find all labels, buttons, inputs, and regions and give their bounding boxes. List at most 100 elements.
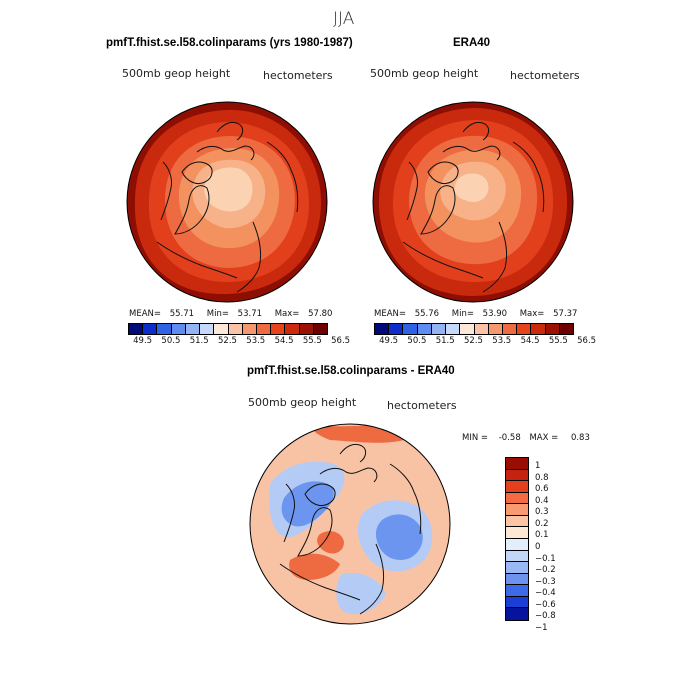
diff-colorbar-ticks: 1 0.8 0.6 0.4 0.3 0.2 0.1 0 −0.1 −0.2 −0.3 −0.4 −0.6… <box>535 457 575 633</box>
left-map-pole <box>204 167 253 212</box>
colorbar-swatch <box>417 324 432 334</box>
colorbar-tick-label: 53.5 <box>246 336 266 346</box>
colorbar-tick-label: −0.3 <box>535 576 556 587</box>
diff-max-value: 0.83 <box>570 433 590 443</box>
colorbar-swatch <box>460 324 475 334</box>
left-polar-map <box>126 101 328 303</box>
left-mean-label: MEAN= <box>129 309 161 319</box>
colorbar-tick-label: 50.5 <box>407 336 427 346</box>
diff-map-cold-east-core <box>375 514 423 561</box>
right-mean-label: MEAN= <box>374 309 406 319</box>
colorbar-tick-label: 0.4 <box>535 495 549 506</box>
colorbar-swatch <box>313 324 328 334</box>
colorbar-swatch <box>506 573 528 586</box>
colorbar-swatch <box>506 458 528 470</box>
diff-polar-map <box>249 423 451 625</box>
colorbar-tick-label: 51.5 <box>189 336 209 346</box>
colorbar-swatch <box>185 324 201 334</box>
colorbar-tick-label: 52.5 <box>218 336 237 346</box>
colorbar-tick-label: 0.1 <box>535 530 549 541</box>
colorbar-tick-label: −0.1 <box>535 553 556 564</box>
colorbar-swatch <box>531 324 546 334</box>
diff-panel-title: pmfT.fhist.se.l58.colinparams - ERA40 <box>247 365 455 377</box>
colorbar-tick-label: 52.5 <box>464 336 483 346</box>
diff-map-warm-south <box>289 553 340 580</box>
colorbar-swatch <box>506 562 528 574</box>
colorbar-swatch <box>242 324 257 334</box>
left-max-label: Max= <box>274 309 300 319</box>
colorbar-swatch <box>506 608 528 620</box>
right-colorbar <box>374 323 574 335</box>
colorbar-swatch <box>506 504 528 516</box>
left-colorbar <box>128 323 328 335</box>
colorbar-swatch <box>506 527 528 539</box>
colorbar-tick-label: −0.8 <box>535 611 556 622</box>
colorbar-tick-label: 0.2 <box>535 518 549 529</box>
colorbar-swatch <box>157 324 172 334</box>
colorbar-swatch <box>446 324 461 334</box>
diff-coastlines <box>279 443 422 615</box>
colorbar-swatch <box>506 596 528 609</box>
colorbar-tick-label: 54.5 <box>520 336 540 346</box>
left-units-label: hectometers <box>263 69 333 82</box>
colorbar-tick-label: −0.4 <box>535 588 556 599</box>
colorbar-tick-label: 54.5 <box>274 336 294 346</box>
colorbar-swatch <box>517 324 532 334</box>
left-max-value: 57.80 <box>308 309 333 319</box>
colorbar-swatch <box>559 324 574 334</box>
colorbar-tick-label: 55.5 <box>548 336 568 346</box>
colorbar-tick-label: 1 <box>535 461 541 471</box>
colorbar-swatch <box>129 324 144 334</box>
right-units-label: hectometers <box>510 69 580 82</box>
diff-stats: MIN = -0.58 MAX = 0.83 <box>462 433 590 443</box>
colorbar-swatch <box>506 469 528 482</box>
colorbar-swatch <box>506 515 528 528</box>
colorbar-swatch <box>171 324 186 334</box>
diff-min-value: -0.58 <box>498 433 521 443</box>
right-max-label: Max= <box>519 309 545 319</box>
colorbar-tick-label: −0.6 <box>535 599 556 610</box>
colorbar-swatch <box>285 324 300 334</box>
diff-min-label: MIN = <box>462 433 489 443</box>
right-field-label: 500mb geop height <box>370 67 479 80</box>
right-map-pole <box>454 173 489 202</box>
colorbar-tick-label: 51.5 <box>435 336 455 346</box>
diff-colorbar <box>505 457 529 621</box>
diff-map-warm-greenland <box>317 531 344 554</box>
diff-units-label: hectometers <box>387 399 457 412</box>
colorbar-swatch <box>488 324 503 334</box>
colorbar-swatch <box>143 324 158 334</box>
diff-map-cold-west-core <box>281 481 334 527</box>
colorbar-tick-label: 56.5 <box>331 336 351 346</box>
colorbar-swatch <box>506 492 528 505</box>
diff-max-label: MAX = <box>529 433 559 443</box>
colorbar-swatch <box>502 324 518 334</box>
right-stats: MEAN= 55.76 Min= 53.90 Max= 57.37 <box>374 309 577 319</box>
left-min-label: Min= <box>206 309 229 319</box>
left-field-label: 500mb geop height <box>122 67 231 80</box>
colorbar-swatch <box>228 324 243 334</box>
diff-field-label: 500mb geop height <box>248 396 357 409</box>
left-min-value: 53.71 <box>237 309 263 319</box>
colorbar-tick-label: 56.5 <box>577 336 597 346</box>
colorbar-tick-label: 0 <box>535 541 541 552</box>
figure-title: JJA <box>333 9 355 29</box>
colorbar-swatch <box>506 481 528 493</box>
colorbar-swatch <box>431 324 447 334</box>
left-stats: MEAN= 55.71 Min= 53.71 Max= 57.80 <box>129 309 332 319</box>
colorbar-swatch <box>403 324 418 334</box>
colorbar-swatch <box>200 324 215 334</box>
colorbar-swatch <box>545 324 560 334</box>
left-colorbar-ticks: 49.5 50.5 51.5 52.5 53.5 54.5 55.5 56.5 <box>128 336 350 348</box>
left-panel-title: pmfT.fhist.se.l58.colinparams (yrs 1980-… <box>106 37 353 49</box>
colorbar-swatch <box>299 324 314 334</box>
colorbar-tick-label: −0.2 <box>535 565 556 576</box>
colorbar-swatch <box>506 550 528 563</box>
colorbar-tick-label: 49.5 <box>379 336 399 346</box>
colorbar-tick-label: 49.5 <box>133 336 153 346</box>
right-min-label: Min= <box>451 309 474 319</box>
right-max-value: 57.37 <box>553 309 578 319</box>
colorbar-tick-label: 53.5 <box>492 336 512 346</box>
colorbar-tick-label: 50.5 <box>161 336 181 346</box>
right-mean-value: 55.76 <box>414 309 440 319</box>
